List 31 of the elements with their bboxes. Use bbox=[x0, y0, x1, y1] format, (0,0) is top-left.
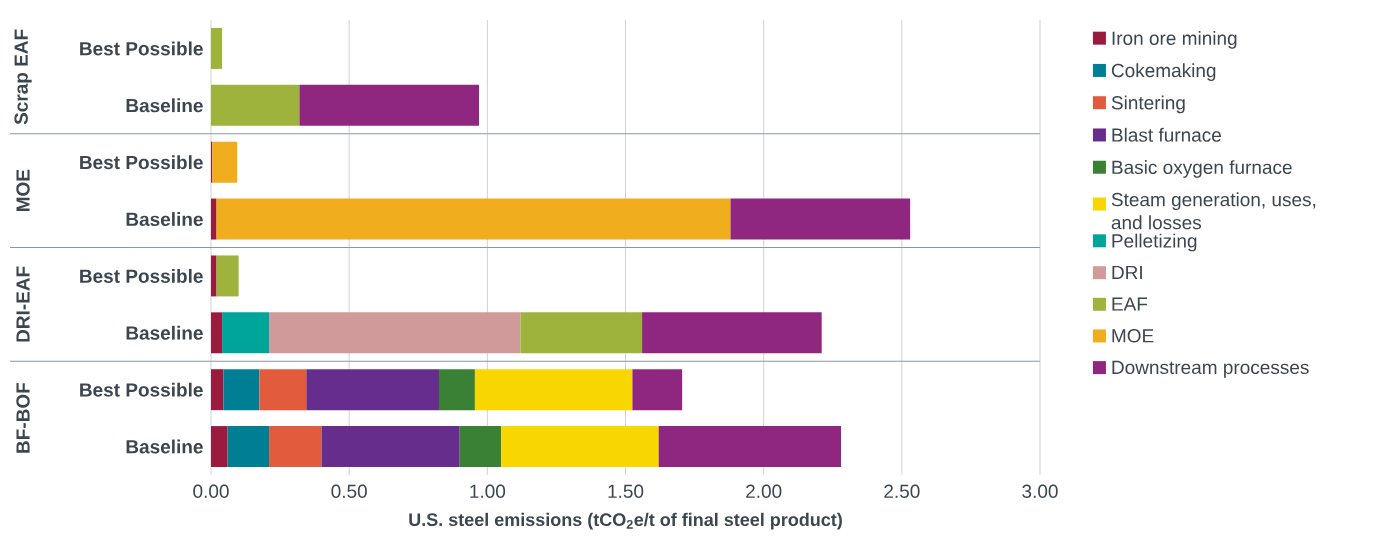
legend-label: Sintering bbox=[1111, 95, 1185, 114]
x-tick-label: 1.00 bbox=[470, 484, 506, 498]
text: MOE bbox=[16, 169, 30, 211]
x-tick-label: 0.50 bbox=[331, 484, 367, 498]
legend-label: EAF bbox=[1112, 297, 1148, 311]
x-tick-label: 2.00 bbox=[746, 484, 782, 498]
x-tick-label: 3.00 bbox=[1022, 484, 1058, 498]
text: DRI-EAF bbox=[16, 266, 30, 342]
text: BF-BOF bbox=[16, 382, 30, 453]
legend-label: Cokemaking bbox=[1111, 63, 1216, 81]
y-tick-label: Best Possible bbox=[80, 41, 203, 56]
y-tick-label: Best Possible bbox=[80, 382, 203, 397]
y-tick-label: Baseline bbox=[126, 98, 203, 113]
legend-label: Pelletizing bbox=[1112, 233, 1197, 252]
legend-label: Blast furnace bbox=[1112, 127, 1221, 142]
x-axis-title: U.S. steel emissions (tCO$_{2}$e/t of final steel product) bbox=[409, 512, 842, 530]
x-tick-label: 0.00 bbox=[193, 484, 229, 498]
legend-label: Iron ore mining bbox=[1112, 31, 1237, 49]
legend-label: Basic oxygen furnace bbox=[1112, 160, 1292, 178]
y-tick-label: Best Possible bbox=[80, 268, 203, 283]
legend-label: MOE bbox=[1112, 329, 1154, 343]
legend-label: DRI bbox=[1112, 265, 1142, 279]
y-tick-label: Baseline bbox=[126, 439, 203, 454]
x-tick-label: 2.50 bbox=[884, 484, 920, 498]
text: Scrap EAF bbox=[14, 29, 32, 125]
legend-label: Downstream processes bbox=[1112, 360, 1309, 378]
y-tick-label: Baseline bbox=[126, 325, 203, 340]
y-tick-label: Best Possible bbox=[80, 155, 203, 170]
x-tick-label: 1.50 bbox=[608, 484, 644, 498]
y-tick-label: Baseline bbox=[126, 212, 203, 227]
legend-label: Steam generation, uses, and losses bbox=[1111, 192, 1316, 230]
